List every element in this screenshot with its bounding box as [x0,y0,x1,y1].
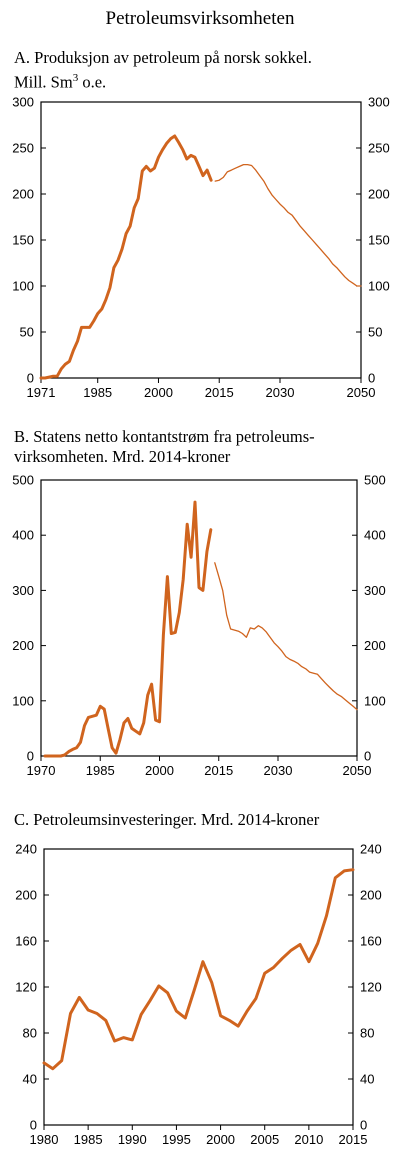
chart-b-xtick-label: 2015 [204,763,233,778]
chart-b-plot-frame [40,479,358,757]
chart-b-ytick-label-left: 400 [12,528,34,543]
chart-a-xtick-label: 2015 [205,385,234,400]
chart-a-ytick-label-right: 0 [368,371,375,386]
chart-a-ytick-label-left: 50 [20,325,34,340]
chart-a-ytick-label-left: 300 [12,95,34,110]
chart-c-ytick-label-right: 0 [360,1118,367,1133]
chart-c-ytick-label-left: 240 [15,842,37,857]
chart-c-xtick-label: 2000 [206,1132,235,1147]
chart-a-unit-sup: 3 [72,72,79,84]
chart-b-ytick-label-left: 0 [27,749,34,764]
chart-b-xtick-label: 1970 [27,763,56,778]
chart-a-ytick-label-right: 250 [368,141,390,156]
chart-b-title: B. Statens netto kontantstrøm fra petrol… [14,427,394,467]
chart-c-xtick-label: 2010 [294,1132,323,1147]
chart-a-projection-line [214,163,362,287]
chart-b-ytick-label-left: 500 [12,473,34,488]
chart-b-ytick-label-right: 500 [364,473,386,488]
chart-b-projection-line [214,562,358,711]
chart-a-xtick-label: 2030 [266,385,295,400]
chart-c-ytick-label-left: 200 [15,888,37,903]
chart-a-ytick-label-right: 100 [368,279,390,294]
chart-a-ytick-label-right: 50 [368,325,382,340]
chart-c-ytick-label-right: 240 [360,842,382,857]
chart-c-xtick-label: 1990 [118,1132,147,1147]
chart-c-title-line1: C. Petroleumsinvesteringer. Mrd. 2014-kr… [14,810,320,829]
chart-a-unit: Mill. Sm [14,72,73,92]
chart-b-xtick-label: 2030 [264,763,293,778]
chart-c-xtick-label: 2005 [250,1132,279,1147]
chart-b-xtick-label: 2000 [145,763,174,778]
chart-c-xtick-label: 1995 [162,1132,191,1147]
chart-b-historical-line [43,500,213,758]
chart-a-unit-suffix: o.e. [78,72,107,92]
chart-b-ytick-label-right: 300 [364,583,386,598]
chart-c-ytick-label-left: 80 [23,1026,37,1041]
chart-c-ytick-label-left: 0 [30,1118,37,1133]
chart-c-historical-line [42,868,355,1071]
chart-a-ytick-label-right: 300 [368,95,390,110]
chart-b-ytick-label-left: 200 [12,638,34,653]
chart-b-ytick-label-left: 300 [12,583,34,598]
chart-c-ytick-label-right: 120 [360,980,382,995]
chart-c-ytick-label-right: 80 [360,1026,374,1041]
chart-b-title-line1: B. Statens netto kontantstrøm fra petrol… [14,427,315,446]
chart-a-xtick-label: 2000 [144,385,173,400]
chart-c-xtick-label: 1980 [30,1132,59,1147]
chart-b: 0 0 100 100 200 200 300 300 400 400 500 500 1970 1985… [12,473,386,779]
chart-c-ytick-label-right: 160 [360,934,382,949]
chart-b-ytick-label-right: 100 [364,693,386,708]
chart-a-title-line2: Mill. Sm3 o.e. [14,68,394,93]
chart-c-ytick-label-right: 200 [360,888,382,903]
chart-a-ytick-label-right: 150 [368,233,390,248]
chart-a: 0 0 50 50 100 100 150 150 200 200 250 250 300 300 1971… [12,95,390,401]
chart-a-xtick-label: 1971 [27,385,56,400]
chart-a-title-line1: A. Produksjon av petroleum på norsk sokk… [14,48,312,67]
chart-c-plot-frame [43,848,354,1126]
chart-c-xtick-label: 1985 [74,1132,103,1147]
chart-b-xtick-label: 2050 [343,763,372,778]
chart-b-xtick-label: 1985 [86,763,115,778]
chart-a-historical-line [39,134,213,380]
chart-b-ytick-label-right: 0 [364,749,371,764]
chart-b-title-line2: virksomheten. Mrd. 2014-kroner [14,447,231,466]
chart-c-title: C. Petroleumsinvesteringer. Mrd. 2014-kr… [14,810,394,830]
chart-a-title: A. Produksjon av petroleum på norsk sokk… [14,48,394,93]
chart-a-xtick-label: 2050 [347,385,376,400]
chart-a-ytick-label-left: 0 [27,371,34,386]
chart-c-ytick-label-left: 40 [23,1072,37,1087]
chart-c-ytick-label-left: 160 [15,934,37,949]
chart-c-ytick-label-right: 40 [360,1072,374,1087]
chart-c-ytick-label-left: 120 [15,980,37,995]
chart-b-ytick-label-left: 100 [12,693,34,708]
chart-a-ytick-label-left: 250 [12,141,34,156]
chart-a-ytick-label-left: 100 [12,279,34,294]
chart-b-ytick-label-right: 400 [364,528,386,543]
chart-a-ytick-label-left: 200 [12,187,34,202]
chart-c-xtick-label: 2015 [339,1132,368,1147]
chart-b-ytick-label-right: 200 [364,638,386,653]
page-title: Petroleumsvirksomheten [105,8,295,29]
chart-a-ytick-label-left: 150 [12,233,34,248]
chart-a-ytick-label-right: 200 [368,187,390,202]
chart-a-xtick-label: 1985 [83,385,112,400]
